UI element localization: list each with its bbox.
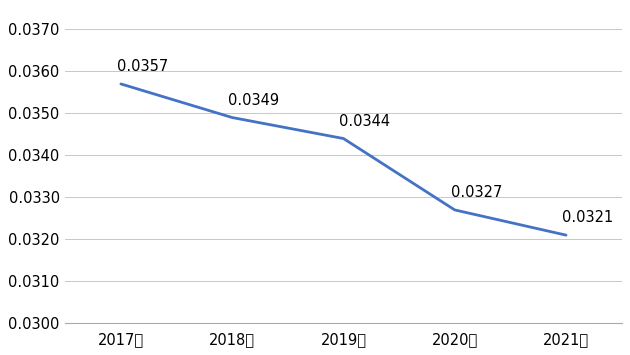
Text: 0.0344: 0.0344 (340, 114, 391, 129)
Text: 0.0357: 0.0357 (117, 59, 168, 74)
Text: 0.0327: 0.0327 (450, 185, 502, 200)
Text: 0.0349: 0.0349 (228, 93, 279, 108)
Text: 0.0321: 0.0321 (562, 211, 613, 225)
